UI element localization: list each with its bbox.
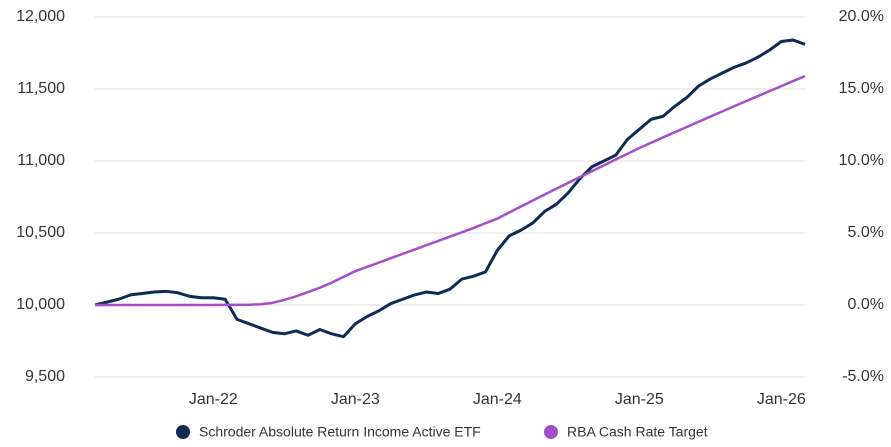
y2-tick-label: 20.0%: [839, 8, 884, 25]
legend-marker: [176, 425, 190, 439]
series-line: [94, 38, 806, 339]
x-tick-label: Jan-24: [473, 391, 522, 408]
y-tick-label: 10,000: [16, 296, 65, 313]
x-tick-label: Jan-23: [331, 391, 380, 408]
y2-tick-label: -5.0%: [842, 368, 884, 385]
legend-label: Schroder Absolute Return Income Active E…: [199, 424, 481, 440]
y-tick-label: 9,500: [25, 368, 65, 385]
y2-tick-label: 0.0%: [848, 296, 884, 313]
y2-tick-label: 10.0%: [839, 152, 884, 169]
series-line: [95, 74, 806, 307]
x-tick-label: Jan-26: [757, 391, 806, 408]
x-tick-label: Jan-22: [189, 391, 238, 408]
y-tick-label: 10,500: [16, 224, 65, 241]
legend-label: RBA Cash Rate Target: [567, 424, 708, 440]
x-tick-label: Jan-25: [615, 391, 664, 408]
y-tick-label: 12,000: [16, 8, 65, 25]
legend-marker: [544, 425, 558, 439]
y-tick-label: 11,500: [17, 80, 65, 97]
y2-tick-label: 15.0%: [839, 80, 884, 97]
y2-tick-label: 5.0%: [848, 224, 884, 241]
y-tick-label: 11,000: [17, 152, 65, 169]
